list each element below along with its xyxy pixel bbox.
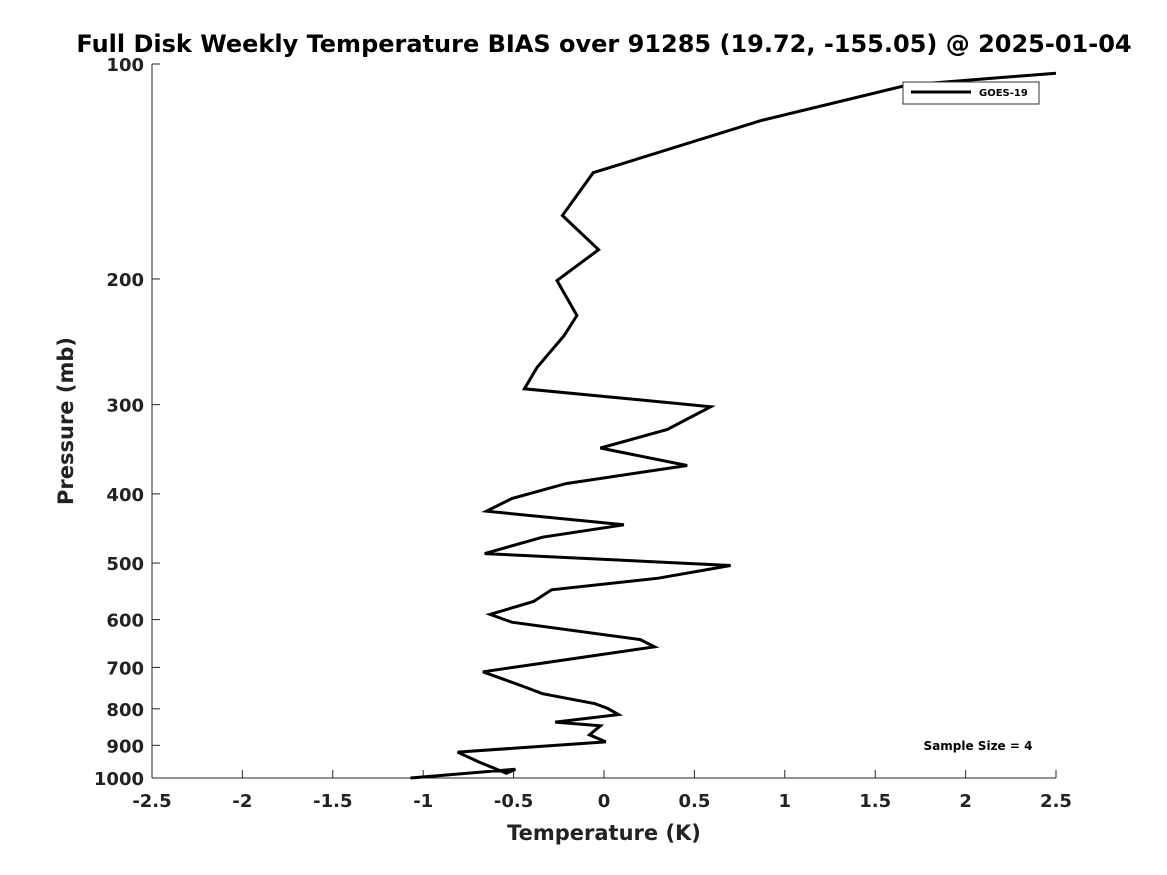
- y-ticks: 100 200 300 400 500 600 700 800 900 1000: [94, 55, 160, 790]
- x-ticks: -2.5 -2 -1.5 -1 -0.5 0 0.5 1 1.5 2 2.5: [132, 770, 1072, 812]
- x-tick-label: 0: [598, 791, 611, 812]
- x-tick-label: 2: [959, 791, 972, 812]
- legend: GOES-19: [902, 81, 1040, 105]
- x-tick-label: -2.5: [132, 791, 171, 812]
- x-tick-label: -1: [413, 791, 433, 812]
- plot-background: [152, 64, 1056, 778]
- series-layer: [410, 71, 1057, 780]
- y-tick-label: 500: [106, 554, 144, 575]
- sample-size-annotation: Sample Size = 4: [924, 739, 1033, 753]
- y-tick-label: 200: [106, 270, 144, 291]
- y-axis-label: Pressure (mb): [54, 337, 78, 505]
- y-tick-label: 1000: [94, 769, 144, 790]
- y-tick-label: 100: [106, 55, 144, 76]
- chart-title: Full Disk Weekly Temperature BIAS over 9…: [76, 30, 1131, 58]
- y-tick-label: 600: [106, 611, 144, 632]
- y-tick-label: 400: [106, 485, 144, 506]
- x-tick-label: 1.5: [859, 791, 891, 812]
- y-tick-label: 300: [106, 396, 144, 417]
- y-tick-label: 800: [106, 700, 144, 721]
- x-tick-label: 0.5: [678, 791, 710, 812]
- y-tick-label: 700: [106, 658, 144, 679]
- x-tick-label: 1: [779, 791, 792, 812]
- y-tick-label: 900: [106, 736, 144, 757]
- x-axis-label: Temperature (K): [507, 821, 701, 845]
- x-tick-label: 2.5: [1040, 791, 1072, 812]
- legend-label: GOES-19: [979, 88, 1028, 99]
- x-tick-label: -2: [232, 791, 252, 812]
- x-tick-label: -1.5: [313, 791, 352, 812]
- x-tick-label: -0.5: [494, 791, 533, 812]
- series-line-goes-19: [410, 71, 1057, 780]
